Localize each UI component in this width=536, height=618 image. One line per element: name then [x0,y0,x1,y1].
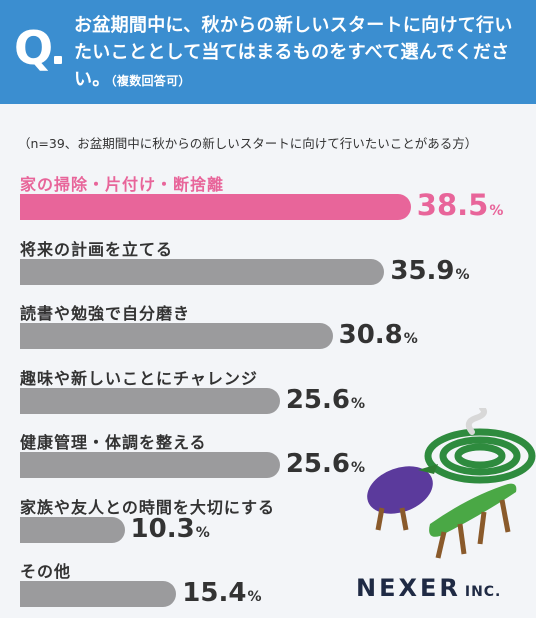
bar-value-number: 35.9 [390,255,455,286]
q-mark: Q [14,20,66,76]
bar-value-number: 30.8 [338,320,403,350]
bar [20,452,280,478]
q-dot [54,56,62,64]
bar-value-number: 25.6 [285,449,350,479]
question-note: （複数回答可） [110,74,191,88]
bar-label: 健康管理・体調を整える [20,433,207,452]
question-text: お盆期間中に、秋からの新しいスタートに向けて行いたいこととして当てはまるものをす… [74,12,524,95]
bar-label: 将来の計画を立てる [20,239,174,259]
bar [20,387,280,414]
eggplant-icon [367,464,438,531]
bar [20,581,177,607]
q-letter: Q [14,21,54,75]
bar-value-label: 15.4% [182,580,261,606]
bar-value-number: 38.5 [416,188,489,222]
bar-value-label: 25.6% [286,451,365,477]
bar-value-number: 10.3 [130,513,195,544]
bar-label: 趣味や新しいことにチャレンジ [20,368,258,388]
bar-value-unit: % [403,331,418,347]
sample-note: （n=39、お盆期間中に秋からの新しいスタートに向けて行いたいことがある方） [18,136,478,151]
bar-value-number: 25.6 [285,384,350,415]
vegetable-illustration [367,408,536,559]
mosquito-coil-icon [424,408,536,484]
bar-label: 読書や勉強で自分磨き [20,304,191,323]
bar-value-label: 10.3% [131,516,210,542]
bar-value-number: 15.4 [182,578,247,608]
bar-value-unit: % [247,589,262,605]
question-body: お盆期間中に、秋からの新しいスタートに向けて行いたいこととして当てはまるものをす… [74,15,513,90]
bar-value-label: 35.9% [390,258,469,284]
cucumber-icon [429,483,517,559]
bar-label: その他 [20,562,72,581]
bar [20,516,125,543]
question-header: Q お盆期間中に、秋からの新しいスタートに向けて行いたいこととして当てはまるもの… [0,0,536,104]
bar-value-label: 25.6% [286,387,365,413]
logo-main: NEXER [356,574,461,602]
bar-label: 家の掃除・片付け・断捨離 [20,175,225,194]
logo-sub: INC. [464,584,502,600]
bar-value-label: 30.8% [339,322,418,348]
bar-value-label: 38.5% [417,191,504,220]
bar-value-unit: % [455,266,470,283]
bar-value-unit: % [350,460,366,476]
bar-value-unit: % [489,203,504,219]
bar-value-unit: % [350,395,366,412]
bar-label: 家族や友人との時間を大切にする [20,497,276,517]
company-logo: NEXER INC. [356,574,501,602]
bar-value-unit: % [195,524,210,541]
bar [20,323,333,349]
bar [20,258,385,285]
bar [20,194,411,220]
